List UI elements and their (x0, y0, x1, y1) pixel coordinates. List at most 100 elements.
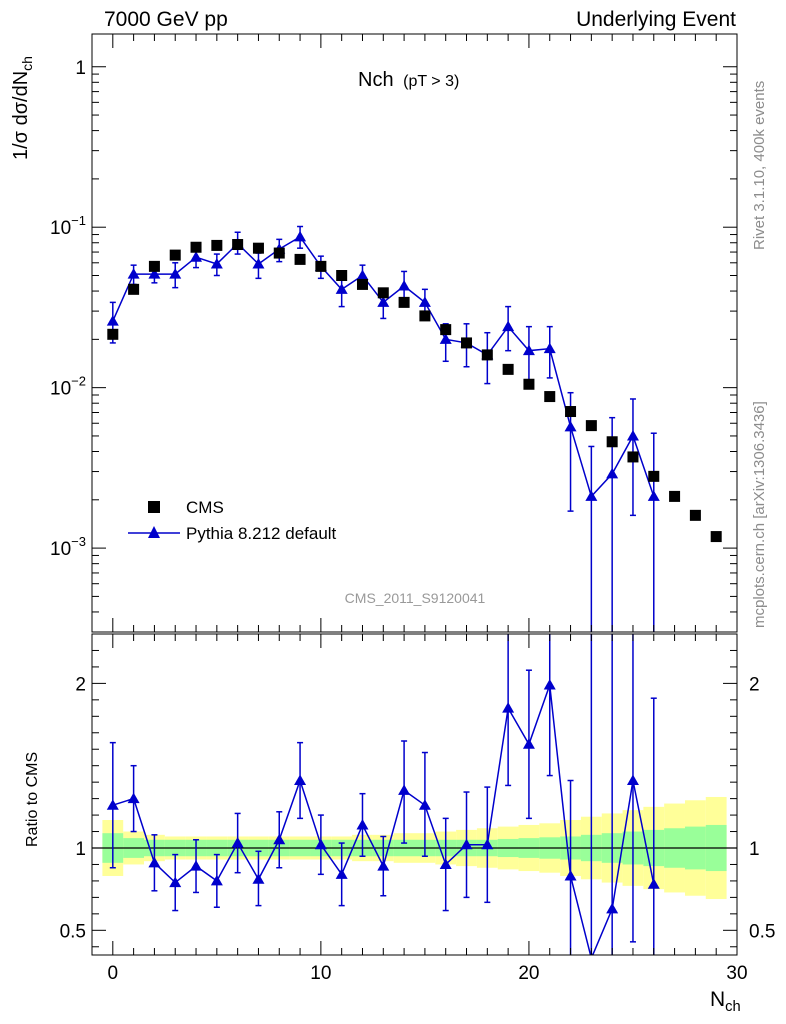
ratio-point (418, 799, 431, 810)
cms-point (606, 436, 618, 448)
cms-point (398, 296, 410, 308)
pythia-point (210, 257, 223, 269)
cms-point (440, 324, 452, 336)
legend-cms-label: CMS (186, 498, 224, 517)
y-tick-base: 10 (50, 379, 71, 400)
cms-point (252, 242, 264, 254)
ratio-y-tick-label: 2 (75, 674, 86, 695)
legend-pythia-label: Pythia 8.212 default (186, 524, 337, 543)
main-y-axis-label: 1/σ dσ/dNch (10, 56, 35, 160)
pythia-point (106, 315, 119, 326)
pythia-point (294, 230, 307, 242)
x-axis-label-text: N (710, 988, 726, 1011)
ratio-point (626, 774, 639, 786)
ratio-pythia-series (106, 634, 660, 955)
rivet-version-label: Rivet 3.1.10, 400k events (751, 80, 768, 250)
cms-point (710, 531, 722, 543)
cms-point (148, 260, 160, 272)
ratio-point (439, 858, 452, 869)
pythia-point (377, 296, 390, 307)
y-tick-label: 10−2 (50, 374, 86, 400)
ratio-point (564, 869, 577, 881)
ratio-point (294, 774, 307, 786)
ratio-point (314, 838, 327, 850)
ratio-point (106, 799, 119, 810)
cms-point (190, 241, 202, 253)
plot-title: Nch (pT > 3) (358, 69, 459, 91)
pythia-point (252, 257, 265, 269)
ratio-y-axis-label: Ratio to CMS (24, 751, 41, 847)
ratio-point (231, 837, 244, 848)
plot-title-main: Nch (358, 69, 394, 91)
y-tick-label: 10−1 (50, 213, 86, 239)
pythia-point (169, 268, 182, 279)
pythia-point (127, 268, 140, 279)
analysis-watermark: CMS_2011_S9120041 (345, 590, 486, 606)
cms-point (502, 363, 514, 375)
main-frame (91, 33, 738, 633)
cms-point (648, 470, 660, 482)
cms-point (356, 278, 368, 290)
cms-point (627, 451, 639, 463)
ratio-y-tick-label-right: 0.5 (749, 921, 775, 942)
cms-point (232, 239, 244, 251)
ratio-point (398, 784, 411, 795)
cms-point (669, 490, 681, 502)
x-axis-label-sub: ch (725, 999, 741, 1015)
cms-point (315, 260, 327, 272)
ratio-y-tick-label: 1 (75, 839, 86, 860)
ratio-point (273, 833, 286, 845)
pythia-line (112, 235, 655, 498)
ratio-y-tick-label: 0.5 (60, 921, 86, 942)
cms-point (419, 310, 431, 322)
x-tick-label: 10 (310, 963, 331, 984)
x-tick-label: 30 (726, 963, 747, 984)
ratio-frame (91, 633, 738, 956)
cms-point (689, 509, 701, 521)
pythia-point (190, 251, 203, 262)
legend-cms-marker (148, 501, 160, 513)
legend: CMS Pythia 8.212 default (128, 498, 337, 543)
cms-point (585, 420, 597, 432)
pythia-point (148, 268, 161, 279)
y-tick-exponent: −1 (71, 213, 86, 228)
cms-point (565, 406, 577, 418)
pythia-point (626, 429, 639, 441)
plot-title-cut: (pT > 3) (403, 73, 459, 90)
main-y-axis-label-text: 1/σ dσ/dN (10, 70, 32, 160)
header-process-label: Underlying Event (576, 8, 736, 31)
cms-point (211, 239, 223, 251)
pythia-point (356, 269, 369, 281)
ratio-point (148, 856, 161, 868)
ratio-point (460, 838, 473, 850)
pythia-point (564, 420, 577, 432)
cms-point (336, 270, 348, 282)
x-axis-label: Nch (710, 988, 741, 1015)
ratio-point (127, 792, 140, 804)
y-tick-base: 10 (50, 539, 71, 560)
cms-series (107, 239, 722, 543)
ratio-point (606, 902, 619, 914)
ratio-point (543, 679, 556, 690)
pythia-point (522, 344, 535, 356)
ratio-y-tick-label-right: 1 (749, 839, 760, 860)
ratio-point (356, 818, 369, 830)
cms-point (544, 391, 556, 403)
cms-point (128, 283, 140, 295)
pythia-point (543, 342, 556, 354)
ratio-point (377, 860, 390, 871)
header-energy-label: 7000 GeV pp (104, 8, 228, 31)
ratio-point (190, 860, 203, 871)
cms-point (107, 328, 119, 340)
ratio-point (481, 838, 494, 850)
ratio-point (522, 738, 535, 749)
cms-point (481, 349, 493, 361)
pythia-point (439, 333, 452, 344)
x-tick-label: 20 (518, 963, 539, 984)
pythia-point (585, 490, 598, 501)
pythia-point (418, 296, 431, 307)
ratio-point (647, 878, 660, 889)
pythia-point (502, 320, 515, 332)
